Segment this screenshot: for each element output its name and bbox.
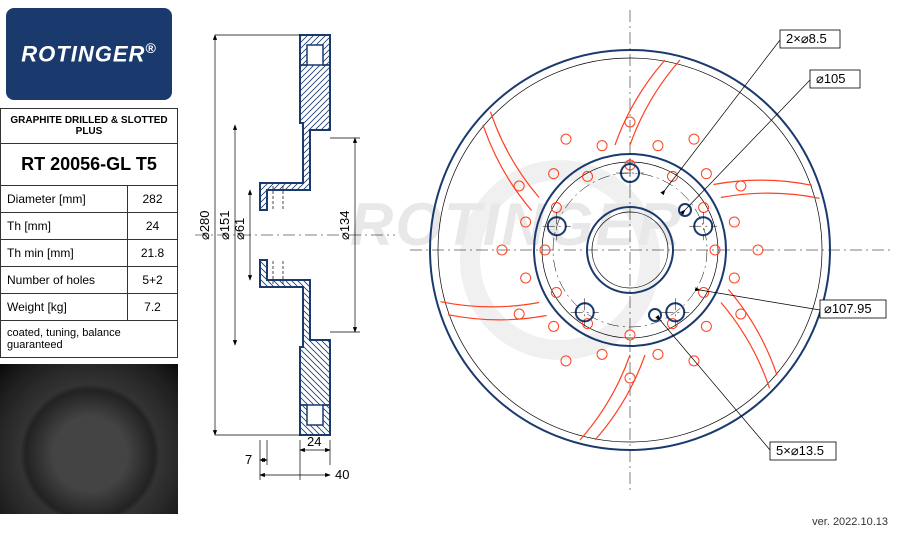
version-label: ver. 2022.10.13 [812,516,888,528]
spec-value: 21.8 [128,240,178,267]
part-number: RT 20056-GL T5 [1,144,178,186]
dim-t7: 7 [245,452,252,467]
spec-value: 282 [128,186,178,213]
front-view-drawing: 2×⌀8.5 ⌀105 ⌀107.95 5×⌀13.5 [410,10,890,490]
callouts: 2×⌀8.5 ⌀105 ⌀107.95 5×⌀13.5 [660,30,886,460]
spec-label: Weight [kg] [1,294,128,321]
spec-value: 7.2 [128,294,178,321]
spec-label: Number of holes [1,267,128,294]
spec-footer: coated, tuning, balance guaranteed [1,321,178,358]
dim-d134: ⌀134 [337,210,352,240]
logo-name: ROTINGER [21,42,145,67]
dim-t24: 24 [307,434,321,449]
callout-5x135: 5×⌀13.5 [776,443,824,458]
spec-value: 5+2 [128,267,178,294]
product-photo [0,364,178,514]
dim-t40: 40 [335,467,349,482]
dim-d280: ⌀280 [197,210,212,240]
logo-box: ROTINGER® [6,8,172,100]
logo-registered: ® [145,40,156,56]
spec-value: 24 [128,213,178,240]
spec-table: GRAPHITE DRILLED & SLOTTED PLUS RT 20056… [0,108,178,358]
section-bottom [260,260,330,435]
table-row: Th [mm]24 [1,213,178,240]
logo-text: ROTINGER® [21,40,156,67]
callout-2x85: 2×⌀8.5 [786,31,827,46]
table-row: Number of holes5+2 [1,267,178,294]
section-top [260,35,330,210]
callout-d105: ⌀105 [816,71,846,86]
side-view-drawing: ⌀280 ⌀151 ⌀61 ⌀134 7 24 40 [195,10,395,490]
dim-d61: ⌀61 [232,218,247,240]
table-row: Th min [mm]21.8 [1,240,178,267]
spec-header: GRAPHITE DRILLED & SLOTTED PLUS [1,109,178,144]
table-row: Diameter [mm]282 [1,186,178,213]
spec-label: Th min [mm] [1,240,128,267]
table-row: Weight [kg]7.2 [1,294,178,321]
spec-label: Diameter [mm] [1,186,128,213]
dim-d151: ⌀151 [217,210,232,240]
spec-label: Th [mm] [1,213,128,240]
callout-d10795: ⌀107.95 [824,301,872,316]
